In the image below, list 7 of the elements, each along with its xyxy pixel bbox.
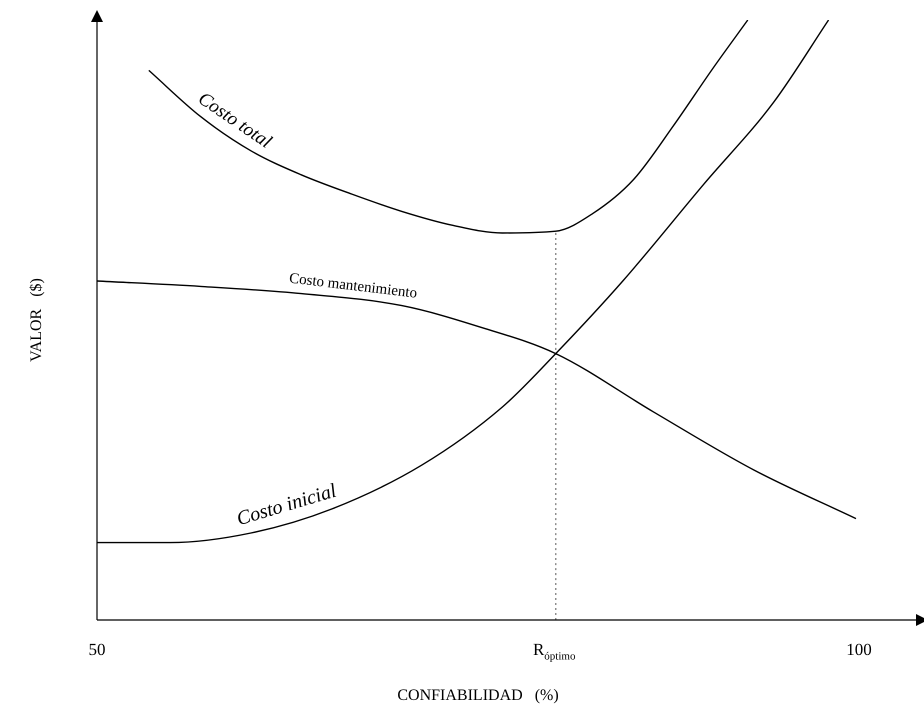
- x-tick-label: 50: [88, 640, 106, 659]
- text: Costo total: [194, 88, 276, 153]
- x-axis-title: CONFIABILIDAD (%): [397, 687, 559, 704]
- text: Costo inicial: [234, 480, 340, 530]
- x-tick-label: 100: [846, 640, 872, 659]
- y-axis-title: VALOR ($): [28, 278, 46, 362]
- text: Costo mantenimiento: [288, 270, 418, 302]
